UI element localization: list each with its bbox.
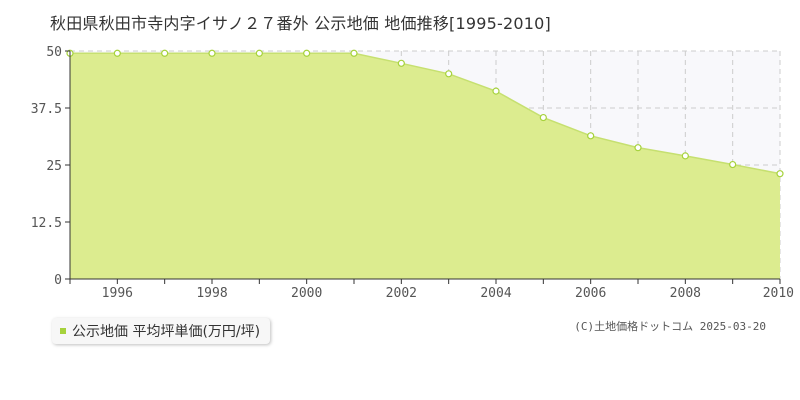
x-tick-label: 1998 [196,286,227,301]
y-tick-label: 50 [46,45,62,60]
legend-marker [60,328,66,334]
data-point [634,144,642,152]
series-area [70,53,780,279]
x-tick-label: 2010 [763,286,794,301]
series-line [70,52,781,175]
legend-label: 公示地価 平均坪単価(万円/坪) [72,324,261,340]
chart-title: 秋田県秋田市寺内字イサノ２７番外 公示地価 地価推移[1995-2010] [50,14,551,33]
y-tick-label: 25 [46,159,62,174]
legend: 公示地価 平均坪単価(万円/坪) [52,318,271,344]
data-point [681,152,689,160]
data-point [397,59,405,67]
data-point [587,132,595,140]
data-point [113,49,121,57]
x-tick-label: 1996 [102,286,133,301]
x-tick-label: 2006 [575,286,606,301]
y-tick-label: 37.5 [31,102,62,117]
data-point [492,87,500,95]
x-tick-label: 2008 [670,286,701,301]
data-point [255,49,263,57]
x-tick-label: 2000 [291,286,322,301]
y-tick-label: 12.5 [31,216,62,231]
x-tick-label: 2002 [386,286,417,301]
data-point [208,49,216,57]
data-point [350,49,358,57]
data-point [539,113,547,122]
y-tick-label: 0 [54,273,62,288]
data-point [161,49,169,57]
data-point [729,160,737,169]
x-tick-label: 2004 [480,286,511,301]
data-point [776,170,784,178]
copyright-text: (C)土地価格ドットコム 2025-03-20 [574,320,766,333]
data-point [303,49,311,57]
data-point [445,70,453,78]
